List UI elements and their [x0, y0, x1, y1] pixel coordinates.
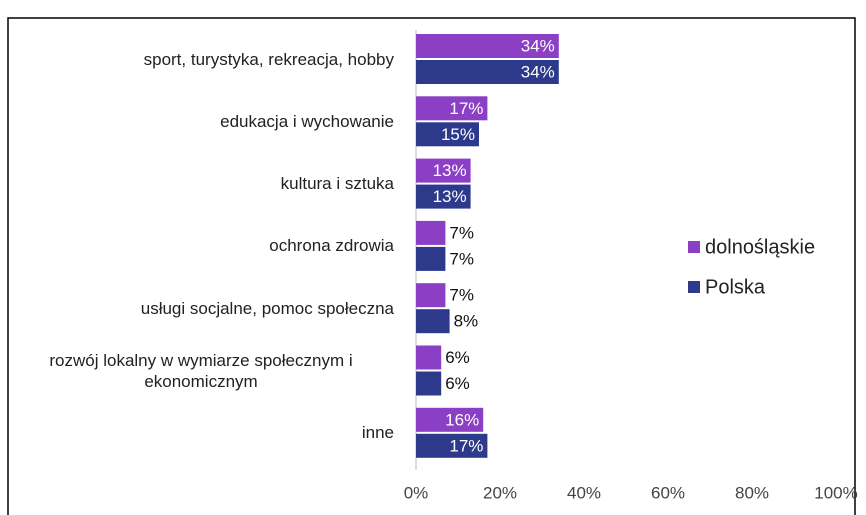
- bar: [416, 34, 559, 58]
- data-label: 7%: [449, 286, 474, 305]
- category-text: inne: [361, 423, 394, 443]
- x-tick-label: 60%: [651, 483, 685, 502]
- bar: [416, 345, 442, 370]
- data-label: 34%: [521, 36, 555, 55]
- x-tick-label: 0%: [404, 483, 429, 502]
- data-label: 8%: [454, 312, 479, 331]
- bar: [416, 407, 484, 432]
- category-label: usługi socjalne, pomoc społeczna: [8, 298, 394, 319]
- data-label: 7%: [449, 249, 474, 268]
- data-label: 15%: [441, 125, 475, 144]
- category-label: edukacja i wychowanie: [8, 111, 394, 132]
- bar: [416, 220, 446, 245]
- category-text: usługi socjalne, pomoc społeczna: [140, 298, 394, 318]
- frame: [7, 17, 856, 515]
- bar: [416, 309, 450, 334]
- data-label: 6%: [445, 348, 470, 367]
- category-text: ochrona zdrowia: [269, 236, 394, 256]
- bar: [416, 433, 488, 458]
- data-label: 7%: [449, 223, 474, 242]
- data-label: 16%: [445, 410, 479, 429]
- bar: [416, 158, 471, 183]
- bar: [416, 371, 442, 396]
- legend-label: Polska: [705, 276, 766, 298]
- bar: [416, 122, 479, 147]
- category-label: inne: [8, 422, 394, 443]
- bar: [416, 246, 446, 271]
- category-label: kultura i sztuka: [8, 173, 394, 194]
- x-tick-label: 40%: [567, 483, 601, 502]
- category-text: sport, turystyka, rekreacja, hobby: [143, 49, 394, 69]
- category-text: edukacja i wychowanie: [220, 111, 394, 131]
- category-label: rozwój lokalny w wymiarze społecznym i e…: [8, 350, 394, 392]
- category-text: kultura i sztuka: [280, 174, 394, 194]
- category-label: sport, turystyka, rekreacja, hobby: [8, 49, 394, 70]
- data-label: 34%: [521, 62, 555, 81]
- x-tick-label: 20%: [483, 483, 517, 502]
- data-label: 17%: [449, 436, 483, 455]
- legend-swatch: [688, 241, 700, 253]
- data-label: 13%: [433, 187, 467, 206]
- x-tick-label: 80%: [735, 483, 769, 502]
- x-tick-label: 100%: [814, 483, 857, 502]
- data-label: 17%: [449, 99, 483, 118]
- legend-label: dolnośląskie: [705, 236, 815, 258]
- data-label: 13%: [433, 161, 467, 180]
- category-text: rozwój lokalny w wymiarze społecznym i e…: [49, 350, 353, 391]
- bar: [416, 60, 559, 84]
- legend-swatch: [688, 281, 700, 293]
- bar: [416, 283, 446, 308]
- data-label: 6%: [445, 374, 470, 393]
- category-label: ochrona zdrowia: [8, 235, 394, 256]
- bar: [416, 184, 471, 209]
- bar: [416, 96, 488, 121]
